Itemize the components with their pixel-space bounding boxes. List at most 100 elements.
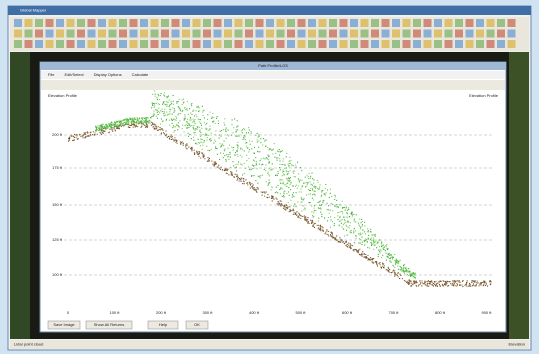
tool-button[interactable] bbox=[45, 29, 54, 38]
tool-button[interactable] bbox=[371, 29, 379, 38]
tool-button[interactable] bbox=[161, 19, 169, 27]
tool-button[interactable] bbox=[203, 29, 211, 38]
button[interactable] bbox=[47, 320, 81, 330]
tool-button[interactable] bbox=[287, 40, 295, 48]
tool-button[interactable] bbox=[423, 19, 432, 27]
tool-button[interactable] bbox=[171, 40, 180, 48]
tool-button[interactable] bbox=[98, 29, 106, 38]
tool-button[interactable] bbox=[234, 29, 243, 38]
tool-button[interactable] bbox=[308, 19, 316, 27]
tool-button[interactable] bbox=[402, 40, 411, 48]
tool-button[interactable] bbox=[150, 19, 159, 27]
tool-button[interactable] bbox=[413, 40, 421, 48]
tool-button[interactable] bbox=[140, 29, 148, 38]
tool-button[interactable] bbox=[45, 19, 54, 27]
button-label[interactable]: Save Image bbox=[53, 322, 75, 327]
tool-button[interactable] bbox=[497, 29, 505, 38]
tool-button[interactable] bbox=[381, 29, 390, 38]
tool-button[interactable] bbox=[171, 19, 180, 27]
tool-button[interactable] bbox=[108, 19, 117, 27]
tool-button[interactable] bbox=[56, 19, 64, 27]
tool-button[interactable] bbox=[224, 40, 232, 48]
tool-button[interactable] bbox=[392, 29, 400, 38]
tool-button[interactable] bbox=[486, 29, 495, 38]
tool-button[interactable] bbox=[476, 19, 484, 27]
tool-button[interactable] bbox=[224, 29, 232, 38]
tool-button[interactable] bbox=[339, 40, 348, 48]
tool-button[interactable] bbox=[507, 29, 516, 38]
tool-button[interactable] bbox=[507, 40, 516, 48]
tool-button[interactable] bbox=[24, 40, 33, 48]
tool-button[interactable] bbox=[371, 40, 379, 48]
tool-button[interactable] bbox=[192, 40, 201, 48]
tool-button[interactable] bbox=[371, 19, 379, 27]
tool-button[interactable] bbox=[308, 29, 316, 38]
button-label[interactable]: Help bbox=[159, 322, 168, 327]
tool-button[interactable] bbox=[297, 19, 306, 27]
button[interactable] bbox=[185, 320, 209, 330]
tool-button[interactable] bbox=[14, 19, 22, 27]
tool-button[interactable] bbox=[318, 19, 327, 27]
tool-button[interactable] bbox=[203, 40, 211, 48]
tool-button[interactable] bbox=[66, 40, 75, 48]
tool-button[interactable] bbox=[497, 40, 505, 48]
tool-button[interactable] bbox=[182, 19, 190, 27]
tool-button[interactable] bbox=[465, 40, 474, 48]
tool-button[interactable] bbox=[245, 29, 253, 38]
menu-item[interactable]: Edit/Select bbox=[64, 72, 84, 77]
tool-button[interactable] bbox=[507, 19, 516, 27]
tool-button[interactable] bbox=[339, 29, 348, 38]
tool-button[interactable] bbox=[455, 40, 463, 48]
tool-button[interactable] bbox=[24, 19, 33, 27]
tool-button[interactable] bbox=[213, 29, 222, 38]
tool-button[interactable] bbox=[476, 29, 484, 38]
tool-button[interactable] bbox=[87, 40, 96, 48]
tool-button[interactable] bbox=[308, 40, 316, 48]
tool-button[interactable] bbox=[245, 40, 253, 48]
tool-button[interactable] bbox=[87, 29, 96, 38]
tool-button[interactable] bbox=[266, 40, 274, 48]
tool-button[interactable] bbox=[318, 29, 327, 38]
tool-button[interactable] bbox=[455, 29, 463, 38]
tool-button[interactable] bbox=[108, 29, 117, 38]
tool-button[interactable] bbox=[465, 19, 474, 27]
tool-button[interactable] bbox=[234, 19, 243, 27]
tool-button[interactable] bbox=[77, 19, 85, 27]
tool-button[interactable] bbox=[486, 40, 495, 48]
tool-button[interactable] bbox=[119, 40, 127, 48]
tool-button[interactable] bbox=[87, 19, 96, 27]
tool-button[interactable] bbox=[329, 19, 337, 27]
tool-button[interactable] bbox=[203, 19, 211, 27]
tool-button[interactable] bbox=[266, 19, 274, 27]
tool-button[interactable] bbox=[140, 19, 148, 27]
tool-button[interactable] bbox=[234, 40, 243, 48]
tool-button[interactable] bbox=[360, 40, 369, 48]
tool-button[interactable] bbox=[392, 19, 400, 27]
tool-button[interactable] bbox=[381, 19, 390, 27]
tool-button[interactable] bbox=[329, 40, 337, 48]
tool-button[interactable] bbox=[350, 19, 358, 27]
tool-button[interactable] bbox=[287, 19, 295, 27]
tool-button[interactable] bbox=[45, 40, 54, 48]
tool-button[interactable] bbox=[77, 40, 85, 48]
tool-button[interactable] bbox=[402, 19, 411, 27]
menu-item[interactable]: File bbox=[48, 72, 55, 77]
tool-button[interactable] bbox=[129, 40, 138, 48]
tool-button[interactable] bbox=[339, 19, 348, 27]
tool-button[interactable] bbox=[276, 19, 285, 27]
tool-button[interactable] bbox=[161, 40, 169, 48]
tool-button[interactable] bbox=[444, 29, 453, 38]
tool-button[interactable] bbox=[140, 40, 148, 48]
tool-button[interactable] bbox=[287, 29, 295, 38]
tool-button[interactable] bbox=[486, 19, 495, 27]
tool-button[interactable] bbox=[329, 29, 337, 38]
tool-button[interactable] bbox=[213, 40, 222, 48]
tool-button[interactable] bbox=[497, 19, 505, 27]
button[interactable] bbox=[147, 320, 179, 330]
tool-button[interactable] bbox=[245, 19, 253, 27]
tool-button[interactable] bbox=[402, 29, 411, 38]
tool-button[interactable] bbox=[434, 19, 442, 27]
tool-button[interactable] bbox=[129, 19, 138, 27]
tool-button[interactable] bbox=[129, 29, 138, 38]
tool-button[interactable] bbox=[266, 29, 274, 38]
